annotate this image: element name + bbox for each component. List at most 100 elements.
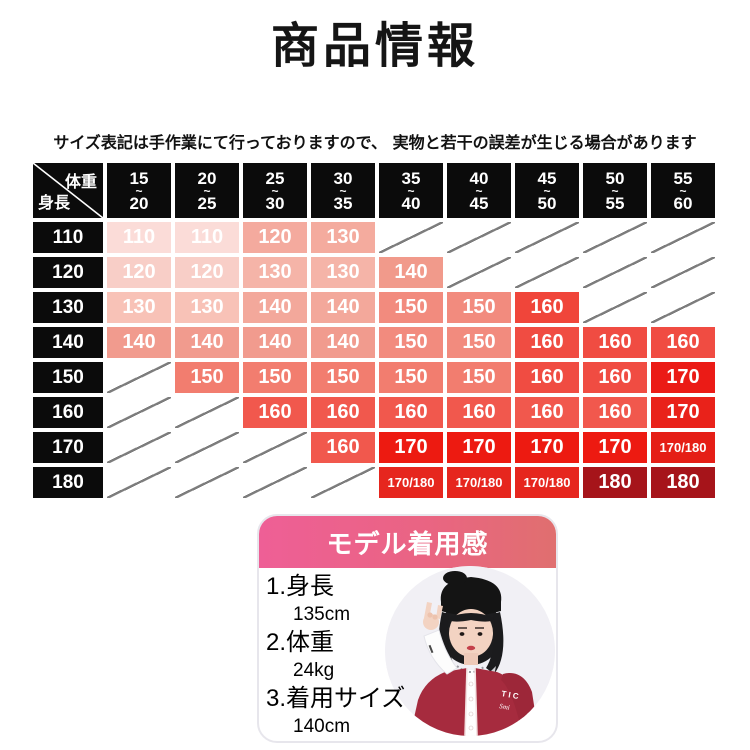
size-cell: 170/180 [515,467,579,498]
weight-bound: 15 [129,168,149,188]
size-cell: 110 [107,222,171,253]
tilde: ~ [611,183,619,198]
weight-header-35-40: 35 ~40 [379,163,443,218]
size-cell: 120 [175,257,239,288]
weight-bound: 25 [265,168,285,188]
height-header-170: 170 [33,432,103,463]
size-chart-table: 体重 身長 15 ~20 20 ~25 25 ~30 30 ~35 35 ~40 40 ~45 45 ~50 5… [33,163,715,498]
model-spec-label: 2.体重 [266,629,335,656]
height-header-130: 130 [33,292,103,323]
size-cell: 160 [583,362,647,393]
size-cell: 150 [379,292,443,323]
size-cell: 170 [379,432,443,463]
size-cell: 150 [447,327,511,358]
size-disclaimer: サイズ表記は手作業にて行っておりますので、 実物と若干の誤差が生じる場合がありま… [53,133,697,152]
size-cell: 160 [583,327,647,358]
size-cell: 170/180 [447,467,511,498]
model-fit-card-title: モデル着用感 [326,528,489,559]
size-cell: 130 [311,222,375,253]
size-cell: 140 [107,327,171,358]
tilde: ~ [135,183,143,198]
size-cell-empty [583,222,647,253]
size-cell: 170 [515,432,579,463]
corner-weight-label: 体重 [64,174,97,191]
corner-diagonal-line [33,163,103,218]
height-header-120: 120 [33,257,103,288]
page-title: 商品情報 [270,18,479,74]
size-cell: 150 [175,362,239,393]
size-cell: 130 [311,257,375,288]
weight-header-55-60: 55 ~60 [651,163,715,218]
svg-text:T I C: T I C [501,689,520,701]
size-cell: 160 [515,327,579,358]
size-cell-empty [583,292,647,323]
tilde: ~ [339,183,347,198]
size-cell-empty [379,222,443,253]
weight-bound: 45 [537,168,557,188]
model-fit-card-body: 1.身長 135cm 2.体重 24kg 3.着用サイズ 140cm [259,566,556,743]
size-cell-empty [107,467,171,498]
size-cell: 150 [379,327,443,358]
tilde: ~ [407,183,415,198]
weight-bound: 55 [605,193,625,213]
size-cell: 150 [243,362,307,393]
size-cell-empty [447,222,511,253]
size-cell: 130 [107,292,171,323]
weight-bound: 35 [401,168,421,188]
tilde: ~ [679,183,687,198]
weight-bound: 60 [673,193,693,213]
size-cell-empty [311,467,375,498]
size-cell: 140 [243,327,307,358]
size-cell: 140 [311,292,375,323]
corner-height-label: 身長 [38,195,71,212]
weight-header-50-55: 50 ~55 [583,163,647,218]
weight-bound: 35 [333,193,353,213]
weight-bound: 50 [537,193,557,213]
height-header-160: 160 [33,397,103,428]
size-cell-empty [107,397,171,428]
weight-bound: 20 [129,193,149,213]
weight-bound: 40 [401,193,421,213]
size-cell-empty [243,467,307,498]
size-cell: 140 [243,292,307,323]
height-header-180: 180 [33,467,103,498]
svg-text:Smi: Smi [499,702,511,712]
size-cell: 160 [311,432,375,463]
size-cell: 140 [175,327,239,358]
height-header-140: 140 [33,327,103,358]
size-cell: 150 [447,362,511,393]
weight-bound: 40 [469,168,489,188]
model-fit-card-header: モデル着用感 [259,516,556,568]
weight-header-15-20: 15 ~20 [107,163,171,218]
size-cell: 170 [583,432,647,463]
size-cell-empty [107,362,171,393]
size-cell-empty [651,257,715,288]
tilde: ~ [203,183,211,198]
model-photo: T I C Smi [385,566,555,736]
tilde: ~ [475,183,483,198]
size-cell: 120 [243,222,307,253]
weight-header-30-35: 30 ~35 [311,163,375,218]
size-cell: 160 [583,397,647,428]
model-spec-value: 135cm [293,604,351,625]
size-cell-empty [107,432,171,463]
weight-header-45-50: 45 ~50 [515,163,579,218]
size-cell-empty [583,257,647,288]
size-cell: 160 [651,327,715,358]
size-cell: 130 [243,257,307,288]
tilde: ~ [271,183,279,198]
weight-header-40-45: 40 ~45 [447,163,511,218]
model-spec-label: 1.身長 [266,573,335,600]
size-cell-empty [515,222,579,253]
weight-header-25-30: 25 ~30 [243,163,307,218]
weight-bound: 25 [197,193,217,213]
weight-bound: 30 [265,193,285,213]
model-spec-value: 24kg [293,660,335,681]
model-illustration: T I C Smi [385,566,555,736]
size-cell-empty [175,397,239,428]
size-cell: 160 [447,397,511,428]
size-cell: 140 [311,327,375,358]
size-cell: 160 [379,397,443,428]
size-cell-empty [243,432,307,463]
